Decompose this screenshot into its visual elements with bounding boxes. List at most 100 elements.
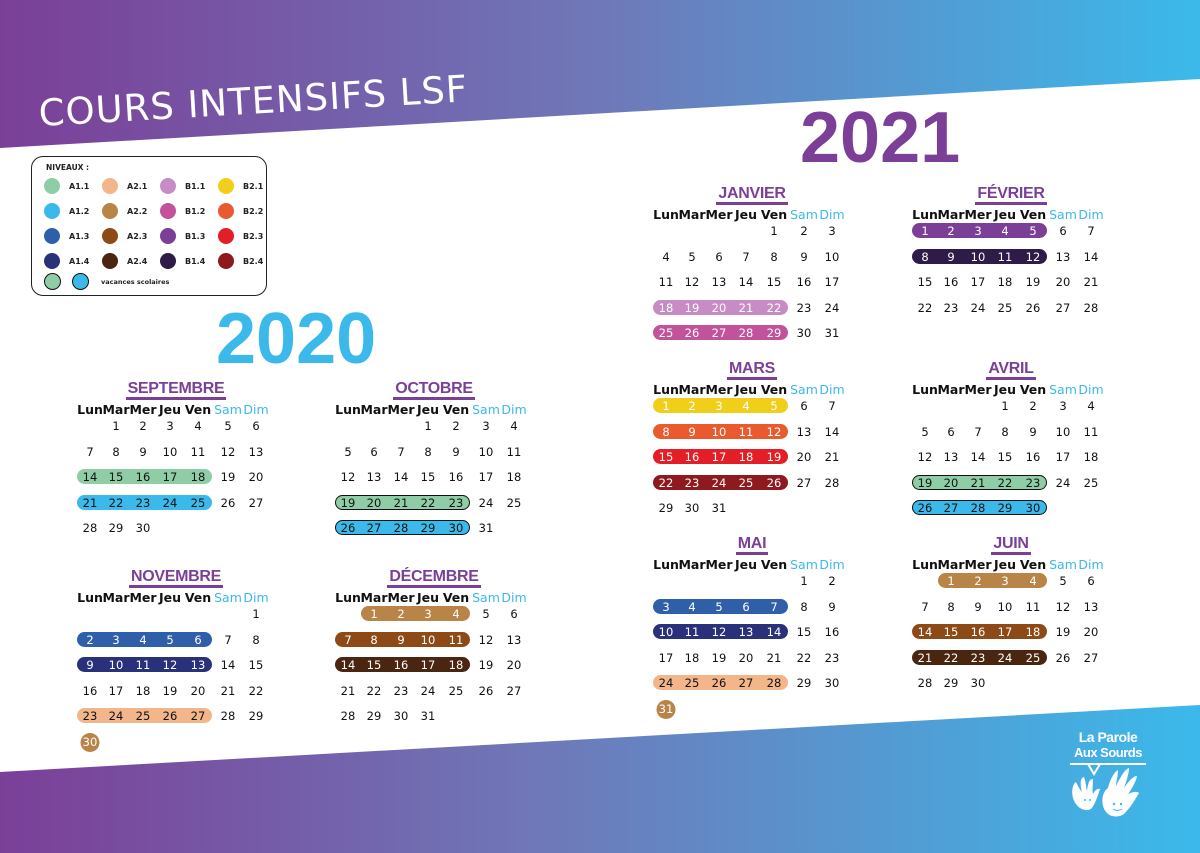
level-a2-2-session-bar[interactable] [361,606,470,621]
day-10: 10 [478,444,494,459]
level-a2-1-session-bar[interactable] [653,675,788,690]
legend-item-b2-2: B2.2 [218,203,263,219]
weekday-ven: Ven [760,382,788,397]
level-a2-1-session-bar[interactable] [77,708,212,723]
level-b2-4-session-bar[interactable] [653,474,788,490]
level-a1-2-session-bar[interactable] [912,500,1047,515]
weekday-mar: Mar [102,590,130,605]
day-23: 23 [135,495,151,510]
day-25: 25 [190,495,206,510]
level-a1-2-session-bar[interactable] [335,520,470,535]
day-21: 21 [393,495,409,510]
legend-item-b2-3: B2.3 [218,228,263,244]
day-19: 19 [162,683,178,698]
level-a2-2-single-day[interactable] [656,699,676,719]
level-b1-3-session-bar[interactable] [912,223,1047,238]
weekday-lun: Lun [912,382,938,397]
weekday-mer: Mer [705,557,733,572]
day-31: 31 [420,709,436,723]
day-21: 21 [738,300,754,315]
day-29: 29 [420,521,436,535]
day-18: 18 [684,650,700,665]
day-2: 2 [828,574,836,588]
day-19: 19 [766,450,782,464]
day-27: 27 [711,326,727,340]
day-14: 14 [824,424,840,439]
day-8: 8 [947,599,955,614]
day-24: 24 [162,495,178,510]
level-b1-2-session-bar[interactable] [653,325,788,340]
day-6: 6 [715,249,723,264]
day-8: 8 [800,599,808,614]
day-13: 13 [711,275,727,289]
day-12: 12 [340,470,356,484]
weekday-ven: Ven [760,557,788,572]
level-a1-2-session-bar[interactable] [77,494,212,510]
day-11: 11 [135,658,151,672]
day-2: 2 [139,419,147,433]
legend-item-b1-4: B1.4 [160,253,205,269]
month-title: AVRIL [911,358,1111,380]
level-color-dot [160,228,176,244]
day-18: 18 [658,300,674,315]
level-a2-4-session-bar[interactable] [912,649,1047,665]
level-b2-2-session-bar[interactable] [653,423,788,439]
level-label: B1.1 [185,181,206,191]
day-8: 8 [112,444,120,459]
weekday-header: Lun Mar Mer Jeu Ven Sam Dim [76,402,276,418]
level-a1-3-session-bar[interactable] [77,631,212,647]
weekday-mar: Mar [937,557,965,572]
level-a2-4-session-bar[interactable] [335,657,470,672]
weekday-ven: Ven [184,402,212,417]
day-16: 16 [82,683,98,698]
level-a1-4-session-bar[interactable] [77,657,212,672]
level-a2-3-session-bar[interactable] [912,624,1047,639]
level-a1-3-session-bar[interactable] [653,598,788,614]
level-b1-1-session-bar[interactable] [653,299,788,315]
day-31: 31 [478,521,494,535]
day-1: 1 [112,419,120,433]
day-4: 4 [510,419,518,433]
day-10: 10 [420,632,436,647]
day-1: 1 [252,607,260,621]
level-label: A1.1 [69,181,90,191]
month-title: NOVEMBRE [76,566,276,588]
day-26: 26 [711,676,727,690]
weekday-dim: Dim [819,207,845,222]
day-9: 9 [452,444,460,459]
level-a2-2-single-day[interactable] [80,732,100,752]
weekday-ven: Ven [184,590,212,605]
month-title: DÉCEMBRE [334,566,534,588]
level-a2-3-session-bar[interactable] [335,631,470,647]
level-a1-1-session-bar[interactable] [335,494,470,510]
day-18: 18 [1025,625,1041,639]
level-a2-2-session-bar[interactable] [938,573,1047,588]
day-26: 26 [220,495,236,510]
weekday-mer: Mer [129,402,157,417]
day-5: 5 [344,444,352,459]
level-color-dot [44,178,60,194]
day-19: 19 [711,650,727,665]
day-28: 28 [766,676,782,690]
level-b1-4-session-bar[interactable] [912,248,1047,264]
day-9: 9 [397,632,405,647]
day-8: 8 [1001,424,1009,439]
level-b2-1-session-bar[interactable] [653,398,788,413]
level-a1-4-session-bar[interactable] [653,624,788,639]
level-color-dot [160,178,176,194]
day-14: 14 [766,625,782,639]
weekday-header: Lun Mar Mer Jeu Ven Sam Dim [652,557,852,573]
level-b2-3-session-bar[interactable] [653,449,788,464]
weekday-mer: Mer [964,207,992,222]
day-17: 17 [658,650,674,665]
weekday-ven: Ven [442,402,470,417]
weekday-lun: Lun [912,207,938,222]
level-a1-1-session-bar[interactable] [77,469,212,484]
day-19: 19 [478,658,494,672]
day-1: 1 [662,399,670,413]
day-16: 16 [796,275,812,289]
day-28: 28 [917,676,933,690]
day-10: 10 [162,444,178,459]
level-a1-1-session-bar[interactable] [912,474,1047,490]
day-15: 15 [366,658,382,672]
